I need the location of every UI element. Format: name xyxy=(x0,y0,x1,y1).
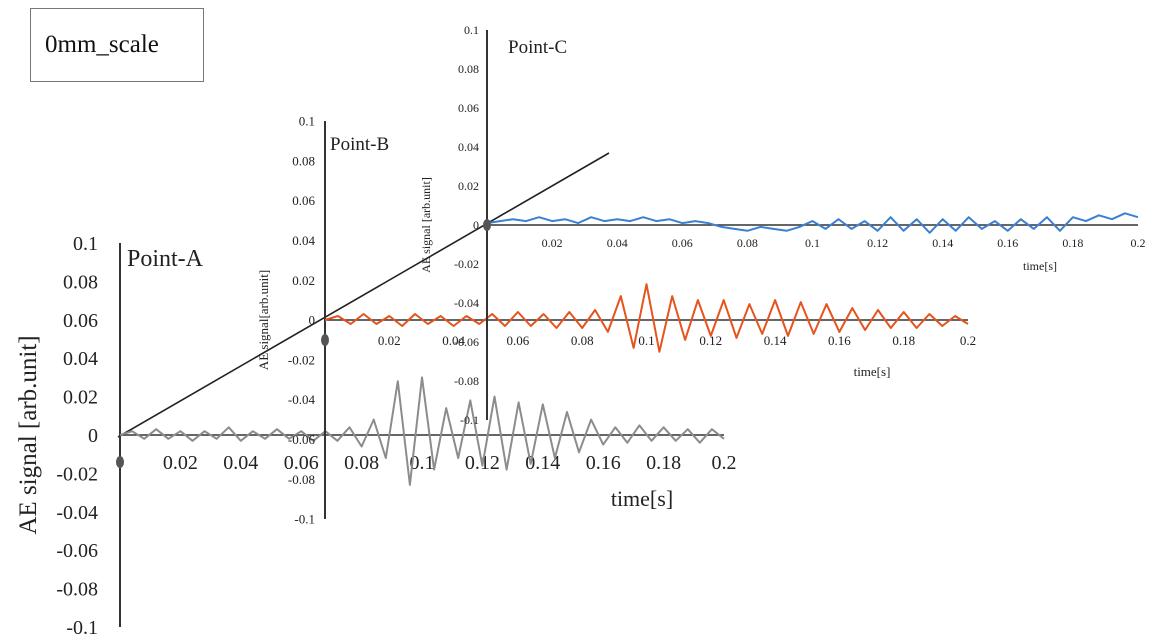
y-tick-label: 0.06 xyxy=(63,310,98,332)
x-tick-label: 0.04 xyxy=(223,452,258,474)
x-tick-label: 0.2 xyxy=(712,452,737,474)
y-tick-label: 0.1 xyxy=(299,114,315,129)
x-tick-label: 0.16 xyxy=(997,236,1018,250)
x-tick-label: 0.06 xyxy=(507,333,530,348)
chart-panel-c: 0.1 0.08 0.06 0.04 0.02 0 -0.02 -0.04 -0.06 -0.08… xyxy=(419,23,1146,427)
x-tick-label: 0.02 xyxy=(378,333,401,348)
y-tick-label: 0.06 xyxy=(292,193,315,208)
x-tick-label: 0.2 xyxy=(960,333,976,348)
y-tick-label: 0.1 xyxy=(464,23,479,37)
y-tick-label: 0.04 xyxy=(63,348,98,370)
series-line xyxy=(324,283,969,353)
series-line xyxy=(486,212,1139,234)
y-axis-label: AE signal[arb.unit] xyxy=(256,270,271,370)
x-tick-label: 0.02 xyxy=(163,452,198,474)
x-tick-label: 0.1 xyxy=(638,333,654,348)
x-tick-label: 0.12 xyxy=(699,333,722,348)
y-tick-label: -0.04 xyxy=(288,392,316,407)
scale-label-box: 0mm_scale xyxy=(30,8,204,82)
y-tick-label: 0.04 xyxy=(292,233,315,248)
point-label: Point-B xyxy=(330,134,389,155)
y-tick-label: 0.08 xyxy=(63,271,98,293)
y-tick-label: -0.1 xyxy=(294,512,315,527)
x-tick-label: 0.2 xyxy=(1131,236,1146,250)
x-tick-label: 0.16 xyxy=(586,452,621,474)
x-axis-label: time[s] xyxy=(1023,259,1057,273)
x-tick-label: 0.06 xyxy=(672,236,693,250)
x-axis-label: time[s] xyxy=(611,486,673,511)
y-tick-label: -0.06 xyxy=(454,335,479,349)
point-label: Point-A xyxy=(127,246,204,272)
y-tick-label: -0.1 xyxy=(66,617,98,639)
x-tick-label: 0.12 xyxy=(867,236,888,250)
y-tick-label: -0.08 xyxy=(288,472,315,487)
diagonal-connector-line xyxy=(117,152,610,438)
y-tick-label: -0.08 xyxy=(56,579,98,601)
y-tick-label: 0.08 xyxy=(458,62,479,76)
x-tick-label: 0.04 xyxy=(442,333,465,348)
series-line xyxy=(119,376,725,486)
x-tick-label: 0.14 xyxy=(764,333,787,348)
x-tick-label: 0.18 xyxy=(892,333,915,348)
x-tick-label: 0.14 xyxy=(932,236,953,250)
x-tick-label: 0.08 xyxy=(737,236,758,250)
y-tick-label: -0.04 xyxy=(454,296,479,310)
origin-marker xyxy=(321,334,329,346)
y-tick-label: 0.02 xyxy=(292,273,315,288)
y-tick-label: 0.04 xyxy=(458,140,479,154)
x-tick-label: 0.06 xyxy=(284,452,319,474)
y-tick-label: -0.1 xyxy=(460,413,479,427)
y-tick-label: 0 xyxy=(309,313,316,328)
y-tick-label: 0 xyxy=(88,425,98,447)
y-axis-label: AE signal [arb.unit] xyxy=(419,177,433,273)
x-axis-label: time[s] xyxy=(854,364,891,379)
x-tick-label: 0.16 xyxy=(828,333,851,348)
chart-panel-a: 0.1 0.08 0.06 0.04 0.02 0 -0.02 -0.04 -0.06 -0.08… xyxy=(15,233,737,639)
x-tick-label: 0.14 xyxy=(525,452,560,474)
y-tick-label: 0.1 xyxy=(73,233,98,255)
y-tick-label: -0.06 xyxy=(56,540,98,562)
y-tick-label: -0.06 xyxy=(288,432,316,447)
x-tick-label: 0.18 xyxy=(646,452,681,474)
y-tick-label: 0 xyxy=(473,218,479,232)
origin-marker xyxy=(116,456,124,468)
y-tick-label: -0.02 xyxy=(56,463,98,485)
y-tick-label: -0.04 xyxy=(56,502,98,524)
y-tick-label: -0.02 xyxy=(288,352,315,367)
x-tick-label: 0.08 xyxy=(571,333,594,348)
y-tick-label: -0.02 xyxy=(454,257,479,271)
chart-panel-b: 0.1 0.08 0.06 0.04 0.02 0 -0.02 -0.04 -0.06 -0.08… xyxy=(256,114,976,527)
y-tick-label: 0.02 xyxy=(458,179,479,193)
x-tick-label: 0.18 xyxy=(1062,236,1083,250)
point-label: Point-C xyxy=(508,37,567,58)
y-tick-label: 0.02 xyxy=(63,387,98,409)
origin-marker xyxy=(483,219,491,231)
scale-label-text: 0mm_scale xyxy=(45,31,159,58)
x-tick-label: 0.08 xyxy=(344,452,379,474)
x-tick-label: 0.1 xyxy=(805,236,820,250)
y-axis-label: AE signal [arb.unit] xyxy=(15,335,42,534)
x-tick-label: 0.02 xyxy=(542,236,563,250)
y-tick-label: -0.08 xyxy=(454,374,479,388)
y-tick-label: 0.08 xyxy=(292,153,315,168)
x-tick-label: 0.04 xyxy=(607,236,628,250)
x-tick-label: 0.1 xyxy=(410,452,435,474)
y-tick-label: 0.06 xyxy=(458,101,479,115)
